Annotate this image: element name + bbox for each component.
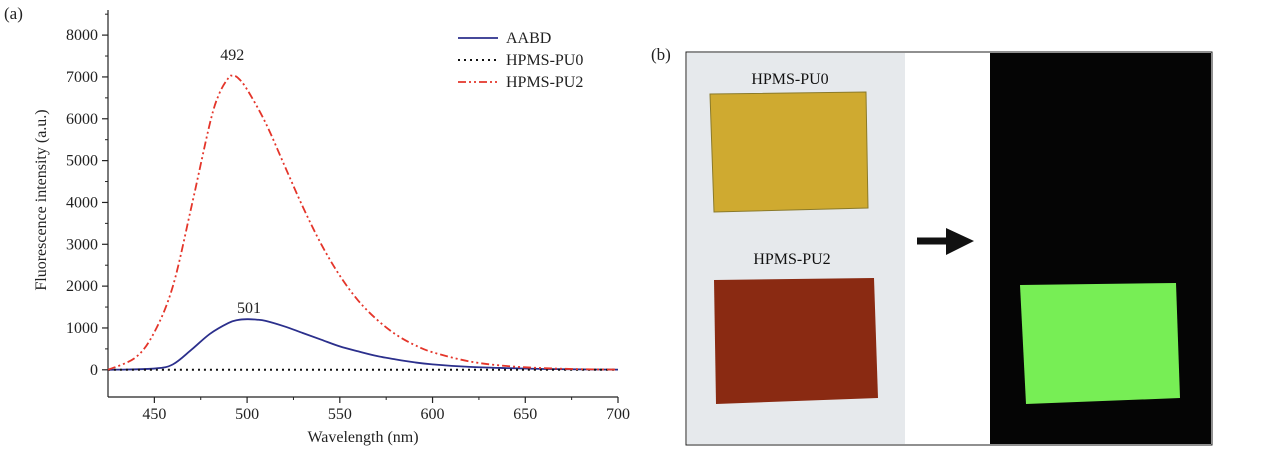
- sample-top-label: HPMS-PU0: [751, 71, 828, 88]
- plot-axes: [107, 10, 618, 398]
- series-line-hpms-pu2: [107, 74, 619, 371]
- y-tick-label: 3000: [66, 236, 98, 253]
- y-tick-label: 8000: [66, 27, 98, 44]
- fluorescent-sample-swatch: [1020, 283, 1180, 404]
- y-tick-label: 4000: [66, 194, 98, 211]
- legend-label-hpms-pu0: HPMS-PU0: [506, 52, 583, 69]
- x-axis-title: Wavelength (nm): [307, 429, 418, 446]
- right-arrow-icon: [917, 228, 974, 255]
- annotation-layer: 492 501: [220, 47, 261, 317]
- legend-label-aabd: AABD: [506, 30, 551, 47]
- photo-panel: HPMS-PU0 HPMS-PU2: [685, 51, 1213, 446]
- x-tick-label: 600: [421, 406, 445, 423]
- sample-hpms-pu2-swatch: [714, 278, 878, 404]
- y-tick-label: 5000: [66, 153, 98, 170]
- peak-annotation: 492: [220, 47, 244, 64]
- sample-hpms-pu0-swatch: [709, 91, 869, 213]
- y-tick-label: 0: [90, 362, 98, 379]
- series-layer: [107, 74, 619, 371]
- y-tick-label: 7000: [66, 69, 98, 86]
- panel-b-label: (b): [651, 45, 671, 64]
- x-tick-label: 500: [235, 406, 259, 423]
- x-tick-label: 700: [606, 406, 630, 423]
- y-ticks: 0 1000 2000 3000 4000 5000 6000 7000 8000: [66, 13, 108, 379]
- y-tick-label: 6000: [66, 111, 98, 128]
- series-line-aabd: [107, 318, 619, 371]
- y-axis-title: Fluorescence intensity (a.u.): [33, 109, 50, 290]
- legend: AABD HPMS-PU0 HPMS-PU2: [458, 30, 583, 91]
- x-tick-label: 550: [328, 406, 352, 423]
- x-tick-label: 450: [142, 406, 166, 423]
- sample-bottom-label: HPMS-PU2: [753, 251, 830, 268]
- panel-a-label: (a): [4, 4, 23, 23]
- x-tick-label: 650: [513, 406, 537, 423]
- x-ticks: 450 500 550 600 650 700: [142, 397, 630, 423]
- peak-annotation: 501: [237, 300, 261, 317]
- y-tick-label: 2000: [66, 278, 98, 295]
- legend-label-hpms-pu2: HPMS-PU2: [506, 74, 583, 91]
- y-tick-label: 1000: [66, 320, 98, 337]
